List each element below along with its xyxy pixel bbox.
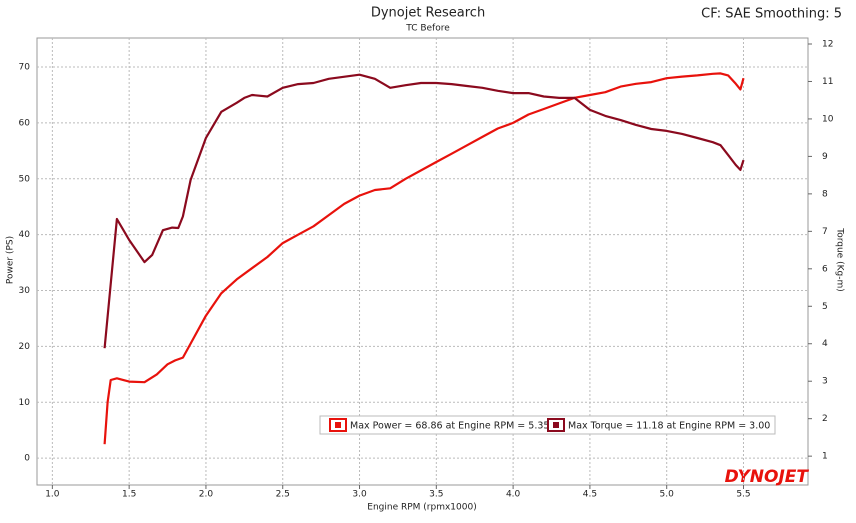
- legend-label: Max Torque = 11.18 at Engine RPM = 3.00: [568, 421, 770, 432]
- y2-tick-label: 1: [822, 452, 828, 462]
- y2-tick-label: 9: [822, 152, 828, 162]
- y2-tick-label: 7: [822, 227, 828, 237]
- x-tick-label: 4.5: [583, 490, 597, 500]
- y2-tick-label: 8: [822, 189, 828, 199]
- legend-label: Max Power = 68.86 at Engine RPM = 5.35: [350, 421, 549, 432]
- y-tick-label: 0: [24, 454, 30, 464]
- x-tick-label: 5.5: [736, 490, 750, 500]
- y2-axis-label: Torque (Kg-m): [835, 227, 845, 291]
- y-axis-label: Power (PS): [6, 236, 16, 284]
- y2-tick-label: 12: [822, 39, 833, 49]
- legend-swatch-inner: [553, 422, 559, 428]
- series-line: [103, 73, 745, 349]
- x-tick-label: 2.5: [276, 490, 290, 500]
- x-tick-label: 3.0: [352, 490, 367, 500]
- plot-area: [36, 37, 809, 486]
- y2-tick-label: 10: [822, 114, 834, 124]
- y-tick-label: 30: [19, 286, 31, 296]
- x-tick-label: 2.0: [199, 490, 214, 500]
- y-tick-label: 20: [19, 342, 31, 352]
- y-tick-label: 10: [19, 398, 31, 408]
- chart-subtitle: TC Before: [405, 24, 450, 34]
- y-tick-label: 60: [19, 118, 31, 128]
- y2-tick-label: 2: [822, 414, 828, 424]
- x-tick-label: 4.0: [506, 490, 521, 500]
- y-tick-label: 70: [19, 63, 31, 73]
- y2-tick-label: 4: [822, 339, 828, 349]
- x-axis-label: Engine RPM (rpmx1000): [367, 503, 476, 513]
- x-tick-label: 1.0: [45, 490, 60, 500]
- corner-note: CF: SAE Smoothing: 5: [701, 7, 842, 22]
- series-line: [103, 72, 745, 445]
- x-tick-label: 1.5: [122, 490, 136, 500]
- chart-title: Dynojet Research: [371, 6, 485, 21]
- y2-tick-label: 3: [822, 377, 828, 387]
- y-tick-label: 40: [19, 230, 31, 240]
- y2-tick-label: 11: [822, 77, 833, 87]
- legend-swatch-inner: [335, 422, 341, 428]
- y-tick-label: 50: [19, 174, 31, 184]
- x-tick-label: 3.5: [429, 490, 443, 500]
- logo: DYNOJET: [725, 467, 810, 487]
- y2-tick-label: 5: [822, 302, 828, 312]
- y2-tick-label: 6: [822, 264, 828, 274]
- x-tick-label: 5.0: [660, 490, 675, 500]
